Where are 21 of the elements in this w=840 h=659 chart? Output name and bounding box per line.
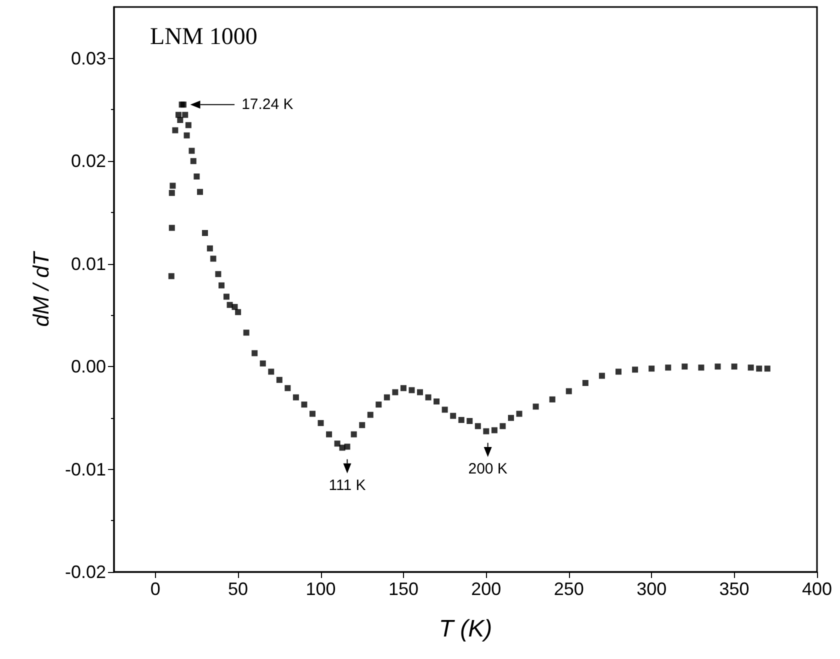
annotation: 111 K: [328, 476, 366, 494]
x-tick-label: 200: [471, 579, 502, 599]
x-axis-title: T (K): [438, 616, 492, 642]
y-tick-label: -0.01: [64, 459, 106, 480]
y-tick-label: -0.02: [64, 562, 106, 582]
x-tick-label: 0: [150, 579, 160, 599]
x-tick-label: 50: [228, 579, 248, 599]
annotation: 17.24 K: [242, 96, 294, 114]
x-tick-label: 250: [554, 579, 584, 599]
y-axis-title: dM / dT: [28, 250, 54, 327]
y-tick-label: 0.01: [70, 254, 106, 274]
annotation: 200 K: [468, 460, 508, 478]
y-tick-label: 0.02: [70, 151, 106, 172]
x-tick-label: 300: [636, 579, 667, 599]
x-tick-label: 400: [802, 579, 832, 599]
x-tick-label: 150: [388, 579, 418, 599]
x-tick-label: 350: [719, 579, 750, 599]
x-tick-label: 100: [306, 579, 336, 599]
y-tick-label: 0.00: [70, 356, 106, 377]
text: LNM 1000: [150, 24, 258, 50]
y-tick-label: 0.03: [70, 48, 106, 68]
